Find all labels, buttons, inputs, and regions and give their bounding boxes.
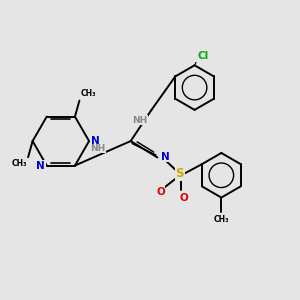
Text: CH₃: CH₃ xyxy=(214,215,229,224)
Text: N: N xyxy=(91,136,99,146)
Text: O: O xyxy=(180,193,189,202)
Text: Cl: Cl xyxy=(198,51,209,61)
Text: S: S xyxy=(176,167,184,180)
Text: N: N xyxy=(161,152,170,162)
Text: CH₃: CH₃ xyxy=(11,159,27,168)
Text: N: N xyxy=(37,160,45,170)
Text: O: O xyxy=(156,187,165,196)
Text: CH₃: CH₃ xyxy=(81,89,96,98)
Text: NH: NH xyxy=(90,144,106,153)
Text: NH: NH xyxy=(132,116,147,125)
